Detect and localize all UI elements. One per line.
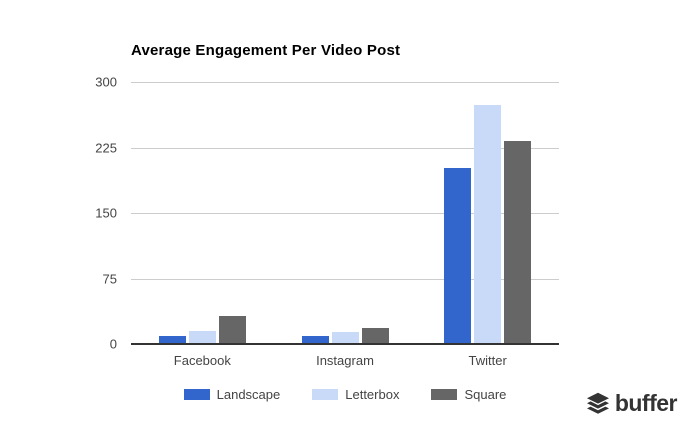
legend: Landscape Letterbox Square xyxy=(131,387,559,402)
x-axis-line xyxy=(131,343,559,345)
y-tick-label-225: 225 xyxy=(95,140,117,155)
bar-twitter-landscape xyxy=(444,168,472,344)
y-tick-label-75: 75 xyxy=(102,271,117,286)
buffer-logo-text: buffer xyxy=(614,390,678,416)
plot-area xyxy=(131,82,559,345)
bar-twitter-square xyxy=(504,141,532,344)
bar-instagram-square xyxy=(361,328,389,344)
bar-instagram-landscape xyxy=(301,336,329,344)
gridline-225 xyxy=(131,147,559,149)
bar-twitter-letterbox xyxy=(474,105,502,344)
legend-label-letterbox: Letterbox xyxy=(345,387,400,402)
y-tick-label-300: 300 xyxy=(95,74,117,90)
bar-facebook-letterbox xyxy=(188,331,216,344)
legend-swatch-letterbox xyxy=(312,389,339,400)
legend-item-letterbox: Letterbox xyxy=(312,387,399,402)
legend-swatch-landscape xyxy=(183,389,210,400)
legend-item-landscape: Landscape xyxy=(183,387,281,402)
legend-swatch-square xyxy=(431,389,458,400)
gridline-300 xyxy=(131,82,559,83)
legend-item-square: Square xyxy=(431,387,506,402)
y-tick-label-0: 0 xyxy=(109,336,117,352)
chart-title: Average Engagement Per Video Post xyxy=(131,42,401,59)
legend-label-landscape: Landscape xyxy=(216,387,281,402)
buffer-stack-icon xyxy=(586,392,609,414)
x-tick-label-twitter: Twitter xyxy=(468,353,507,368)
legend-label-square: Square xyxy=(464,387,507,402)
bar-instagram-letterbox xyxy=(331,332,359,344)
gridline-150 xyxy=(131,213,559,214)
gridline-75 xyxy=(131,278,559,280)
bar-facebook-landscape xyxy=(158,336,186,344)
x-tick-label-instagram: Instagram xyxy=(316,353,374,368)
bar-facebook-square xyxy=(218,316,246,344)
y-tick-label-150: 150 xyxy=(95,205,117,221)
buffer-logo: buffer xyxy=(586,390,678,417)
x-tick-label-facebook: Facebook xyxy=(173,353,231,368)
